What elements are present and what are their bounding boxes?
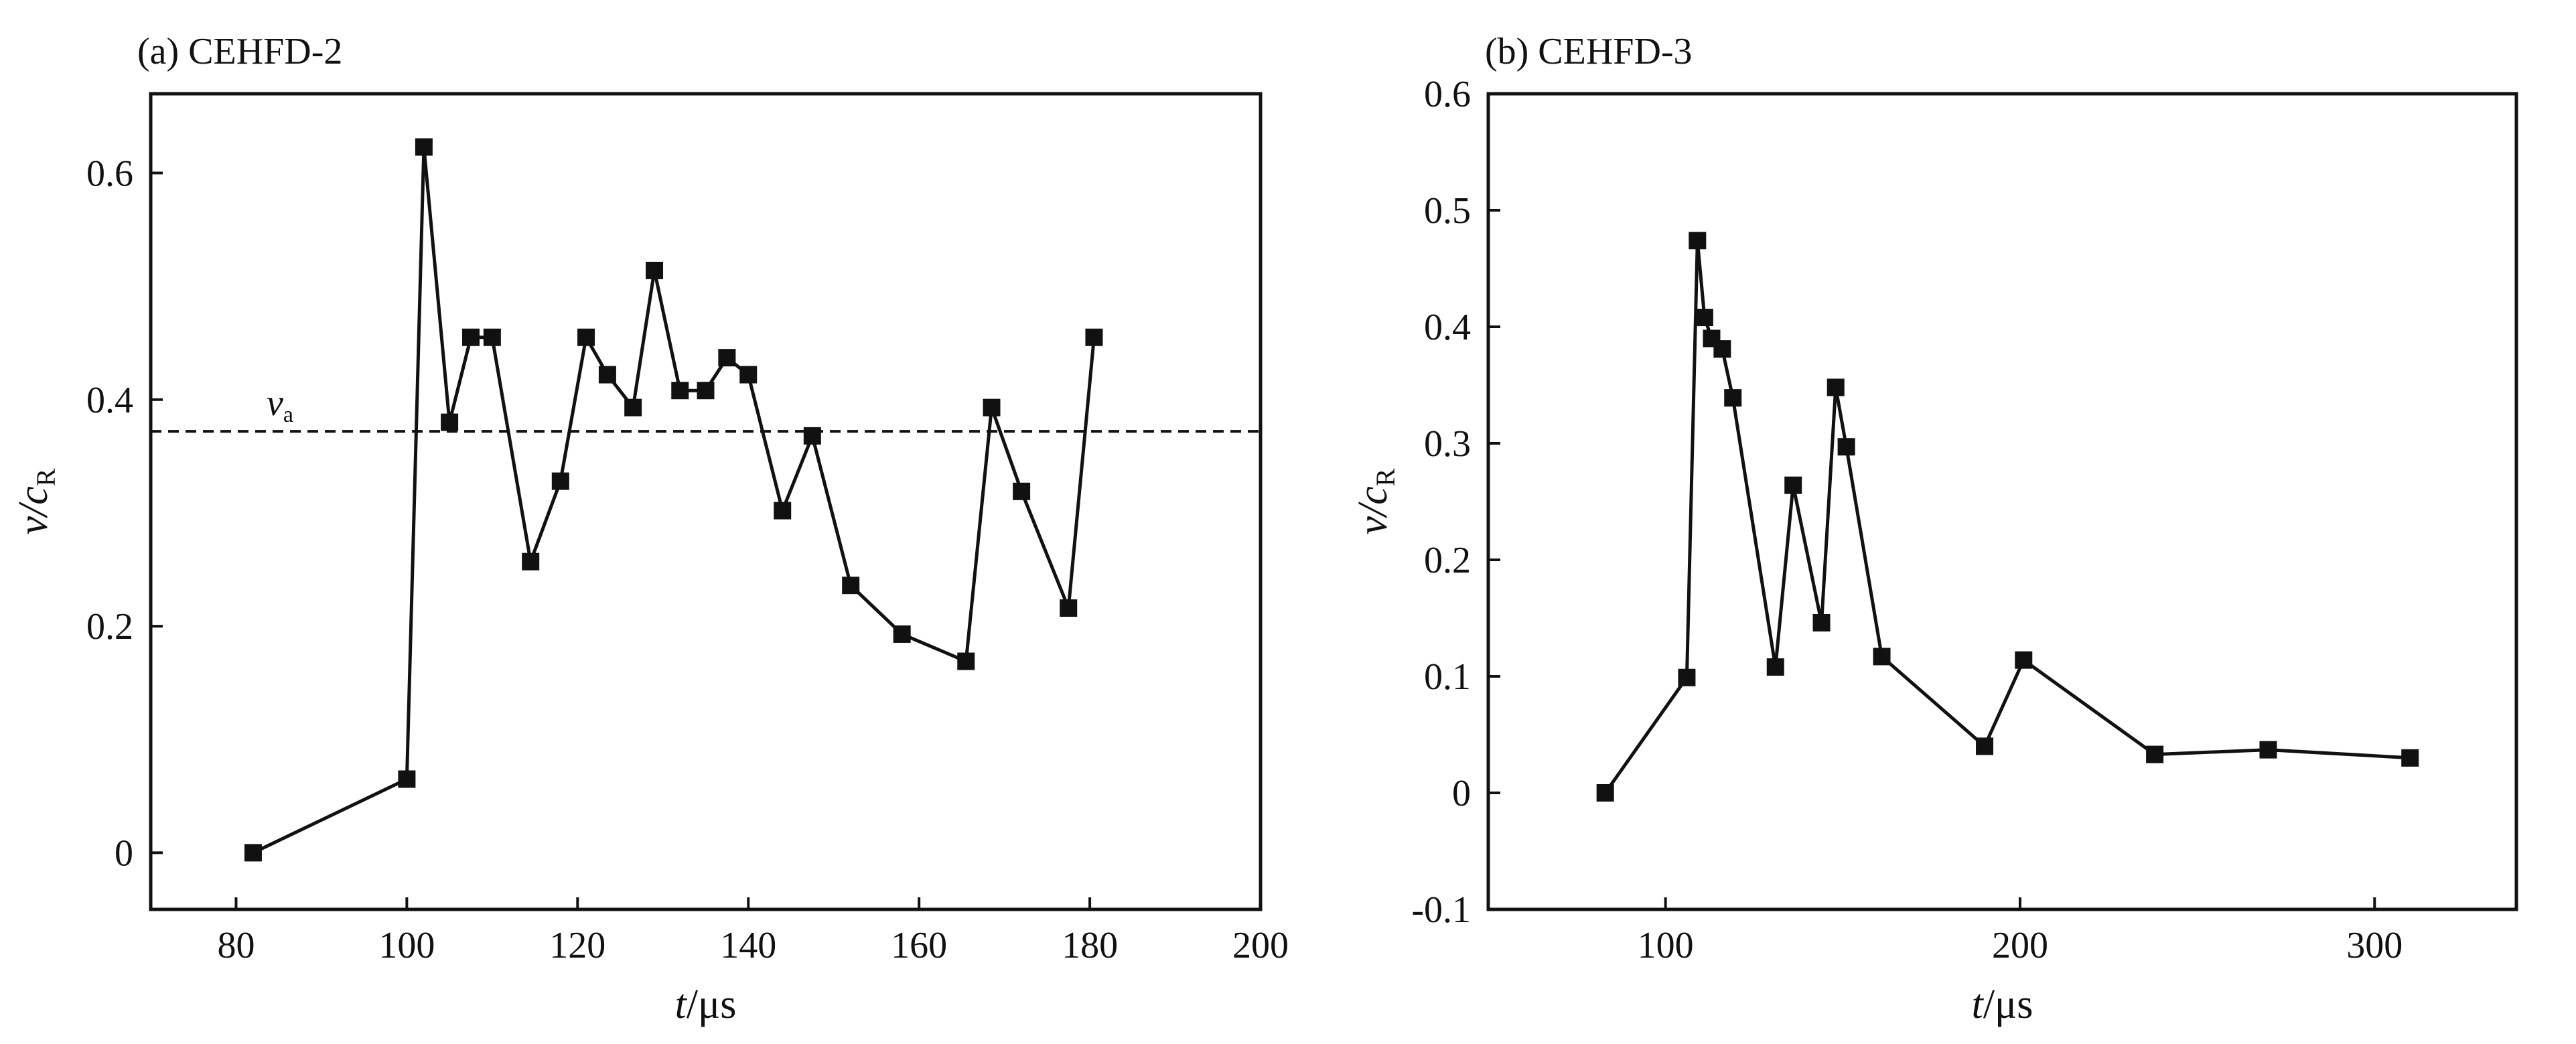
- data-point-square: [1596, 784, 1614, 802]
- y-tick-label: 0: [115, 832, 133, 874]
- y-tick-label: 0.4: [1424, 307, 1471, 348]
- data-point-square: [671, 382, 689, 400]
- y-tick-label: 0.1: [1424, 656, 1471, 698]
- x-tick-label: 200: [1992, 925, 2048, 966]
- x-tick-label: 100: [1638, 925, 1694, 966]
- data-point-square: [718, 349, 736, 367]
- data-point-square: [398, 770, 416, 788]
- chart-panel-a: (a) CEHFD-2 80 100 120 140 160 180 200 0 0.2 0.4 0.…: [11, 31, 1289, 1027]
- plot-frame: [1486, 92, 2518, 911]
- data-point-square: [2259, 741, 2277, 759]
- data-point-square: [1873, 648, 1891, 666]
- data-point-square: [1689, 232, 1707, 250]
- y-axis-label: v/cR: [1350, 468, 1401, 534]
- y-tick-label: 0.5: [1424, 190, 1471, 232]
- data-point-square: [577, 328, 595, 346]
- data-point-square: [697, 382, 715, 400]
- x-tick-label: 200: [1232, 925, 1289, 966]
- data-point-square: [957, 652, 975, 670]
- x-tick-label: 300: [2346, 925, 2403, 966]
- y-tick-label: 0.6: [1424, 74, 1471, 115]
- data-point-square: [1812, 613, 1831, 631]
- x-tick-label: 160: [891, 925, 947, 966]
- x-tick-label: 140: [720, 925, 776, 966]
- y-tick-label: 0.2: [1424, 540, 1471, 581]
- y-tick-label: 0: [1452, 773, 1471, 814]
- data-point-square: [1766, 658, 1784, 676]
- data-point-square: [461, 328, 480, 346]
- data-point-square: [441, 413, 459, 431]
- y-tick-label: 0.4: [86, 380, 133, 421]
- data-point-square: [893, 625, 911, 643]
- data-point-square: [1678, 668, 1696, 686]
- series-line: [252, 145, 1096, 854]
- reference-line-label: va: [267, 382, 293, 427]
- x-tick-label: 100: [378, 925, 435, 966]
- chart-panel-b: (b) CEHFD-3 100 200 300 -0.1 0 0.1 0.2 0.3 0.4 0.5…: [1350, 31, 2518, 1027]
- data-point-square: [2015, 651, 2033, 669]
- data-point-square: [2146, 745, 2164, 763]
- data-point-square: [244, 844, 262, 862]
- x-axis-label: t/μs: [1972, 982, 2033, 1027]
- data-point-square: [739, 366, 758, 384]
- data-point-square: [646, 261, 664, 279]
- data-point-square: [415, 138, 433, 156]
- data-point-square: [483, 328, 501, 346]
- data-point-square: [1713, 340, 1731, 358]
- chart-title: (a) CEHFD-2: [137, 31, 342, 72]
- series-line: [1603, 238, 2411, 794]
- data-point-square: [1013, 482, 1031, 500]
- data-point-square: [803, 427, 821, 445]
- data-point-square: [842, 577, 860, 595]
- y-tick-label: -0.1: [1411, 889, 1471, 931]
- data-point-square: [1784, 476, 1802, 494]
- x-axis-label: t/μs: [675, 982, 737, 1027]
- data-point-square: [2401, 749, 2419, 767]
- data-point-square: [983, 398, 1001, 417]
- data-point-square: [1085, 328, 1103, 346]
- data-point-square: [551, 472, 569, 490]
- x-tick-label: 80: [217, 925, 255, 966]
- data-point-square: [1695, 309, 1713, 327]
- data-point-square: [1976, 737, 1994, 755]
- data-point-square: [1060, 599, 1078, 617]
- data-point-square: [1827, 378, 1845, 396]
- chart-title: (b) CEHFD-3: [1485, 31, 1693, 72]
- plot-frame: [149, 92, 1263, 911]
- data-point-square: [522, 552, 540, 571]
- data-point-square: [1837, 438, 1855, 456]
- x-tick-label: 180: [1062, 925, 1118, 966]
- y-tick-label: 0.6: [86, 153, 133, 194]
- data-point-square: [624, 398, 642, 417]
- x-tick-label: 120: [549, 925, 605, 966]
- y-tick-label: 0.2: [86, 606, 133, 648]
- y-axis-label: v/cR: [11, 468, 61, 534]
- data-point-square: [598, 366, 616, 384]
- data-point-square: [1724, 389, 1742, 407]
- y-tick-label: 0.3: [1424, 423, 1471, 465]
- data-point-square: [774, 502, 792, 520]
